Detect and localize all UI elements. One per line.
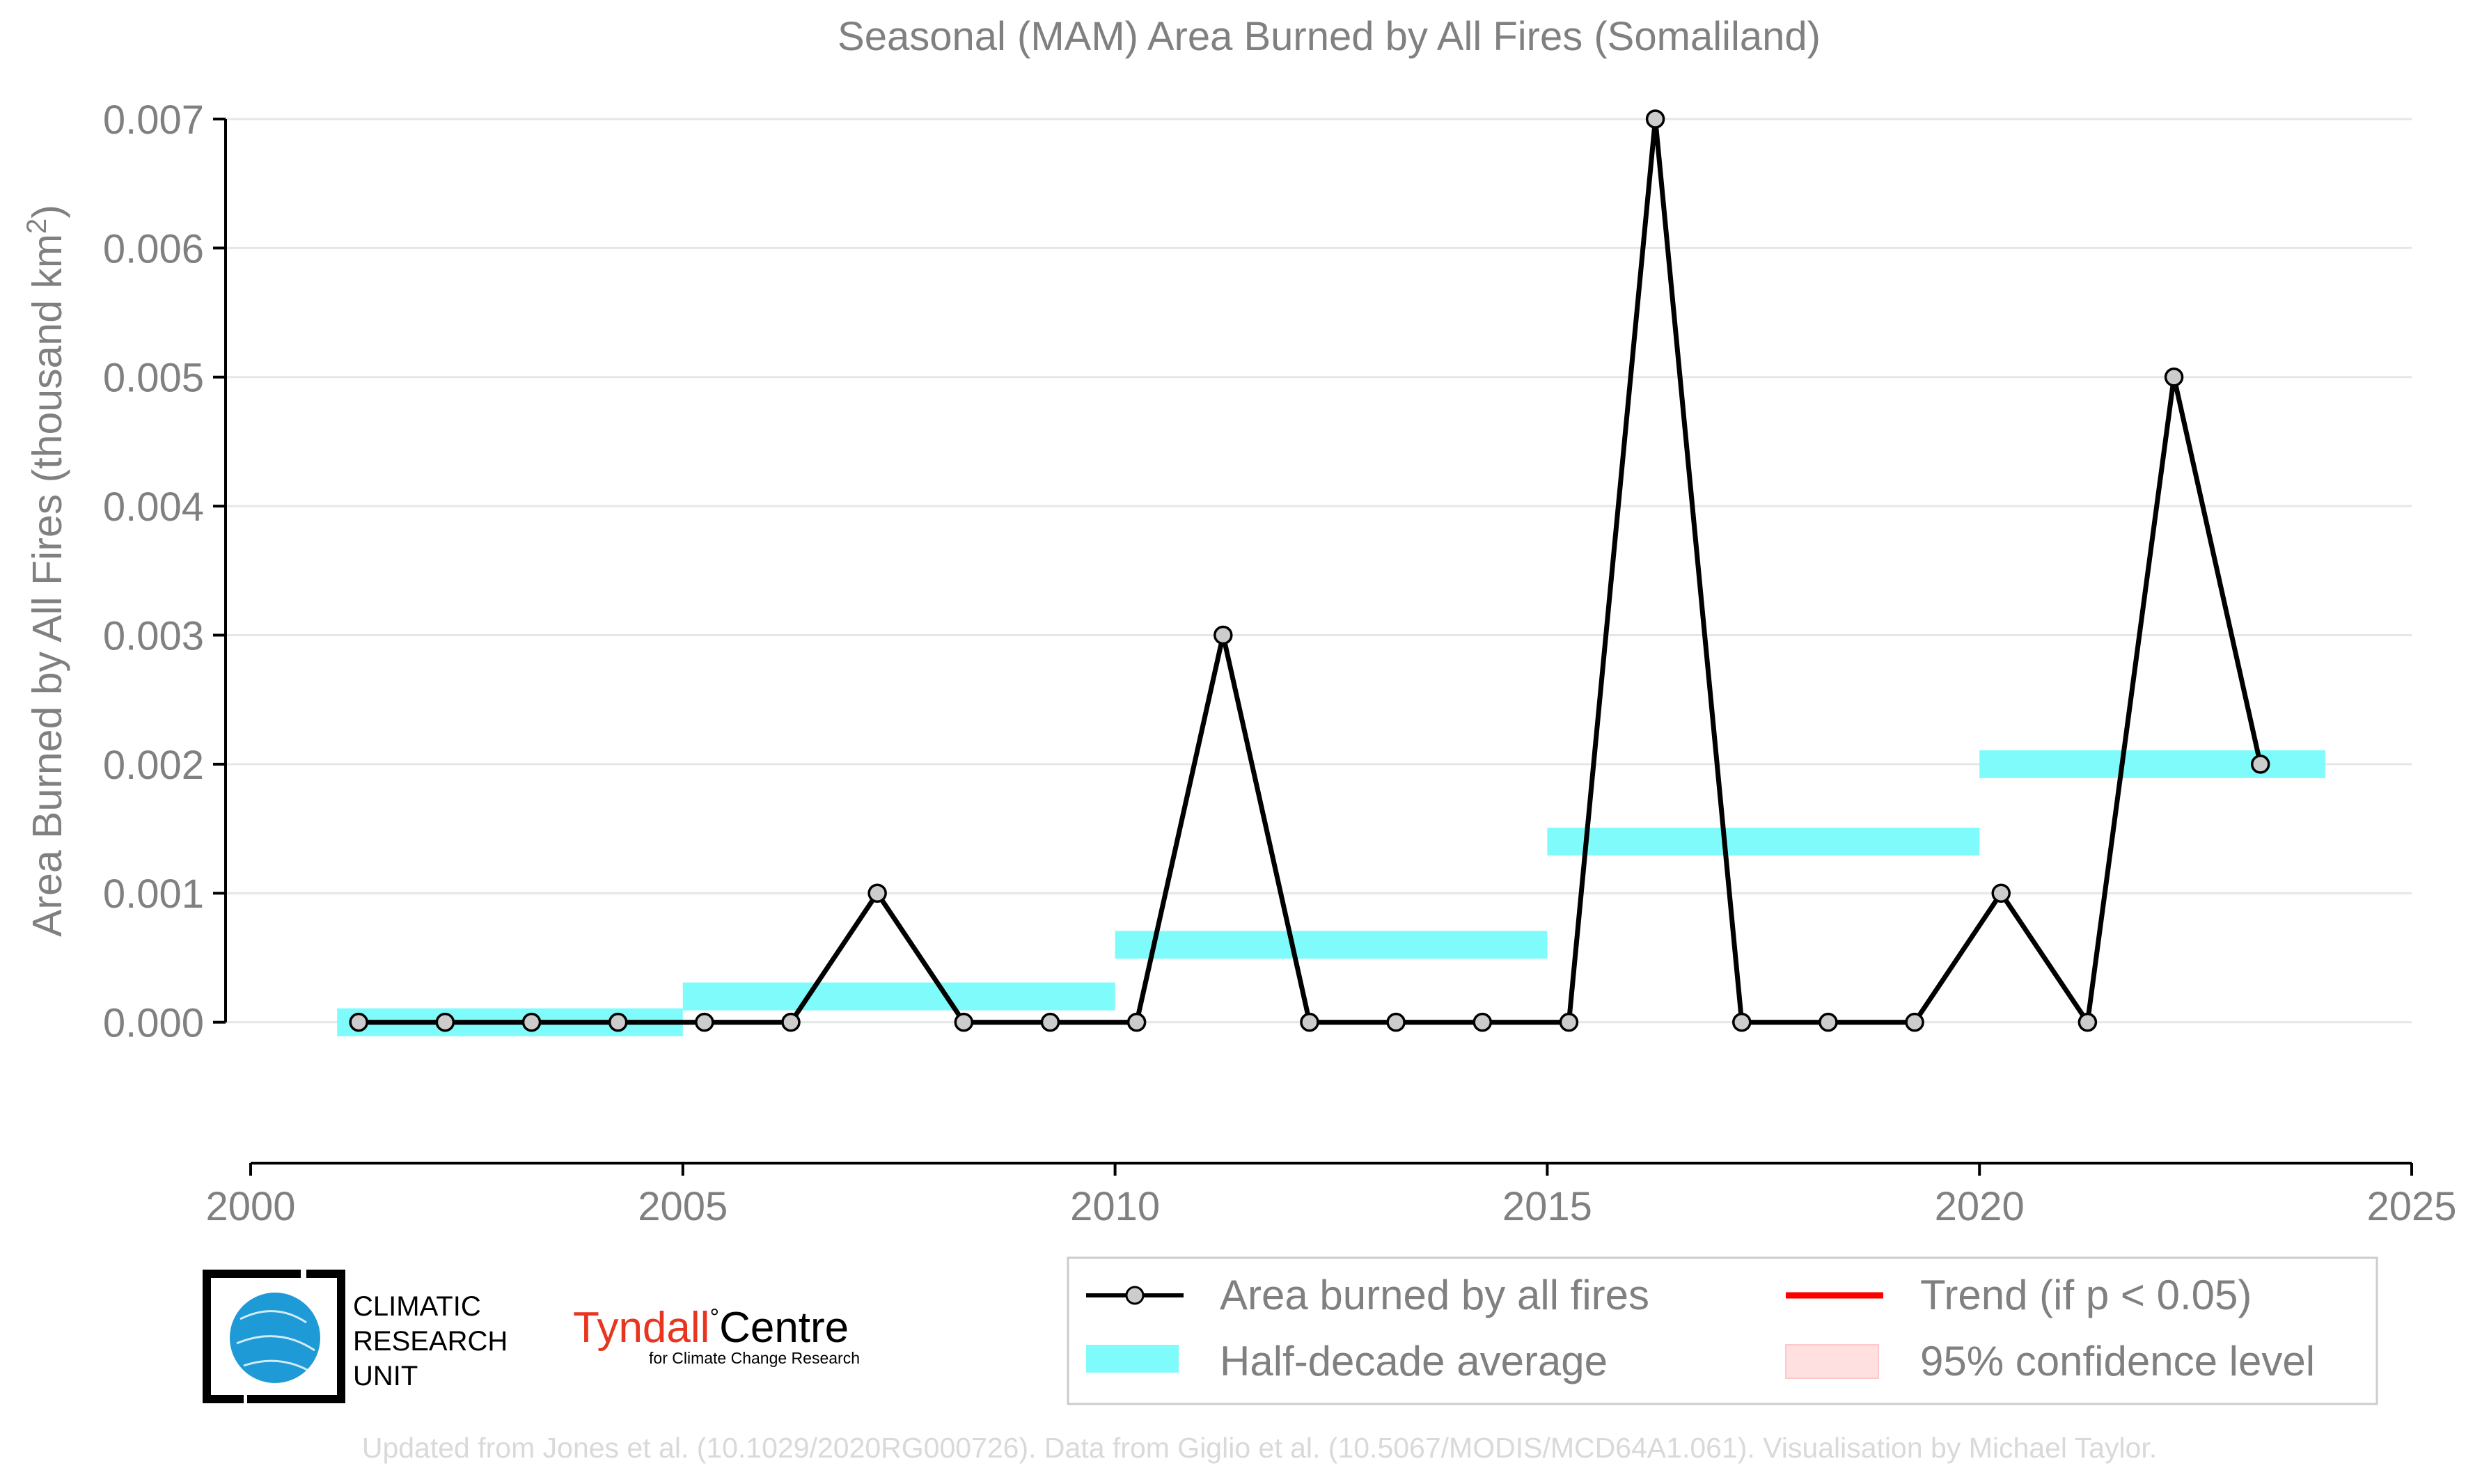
tyndall-degree-icon: °: [709, 1304, 719, 1331]
half-decade-bands: [337, 750, 2325, 1036]
legend-label-confidence: 95% confidence level: [1920, 1338, 2315, 1384]
cru-globe-swirl: [236, 1310, 315, 1373]
y-axis-label-main: Area Burned by All Fires (thousand km: [24, 234, 70, 937]
tyndall-centre: Centre: [719, 1304, 849, 1352]
series-area-burned: [349, 109, 2270, 1032]
y-tick-labels: 0.000 0.001 0.002 0.003 0.004 0.005 0.006 0.007: [103, 97, 204, 1046]
data-point-2001: [349, 1012, 368, 1032]
data-point-2003: [521, 1012, 542, 1032]
y-tick-label-5: 0.005: [103, 356, 204, 401]
legend-marker-swatch: [1125, 1286, 1145, 1305]
y-tick-label-2: 0.002: [103, 743, 204, 788]
gridlines: [226, 118, 2412, 1024]
axes: [213, 118, 2413, 1176]
data-point-2012: [1300, 1012, 1319, 1032]
tyndall-subtitle: for Climate Change Research: [649, 1349, 860, 1367]
data-point-2010: [1126, 1012, 1147, 1032]
y-tick-label-4: 0.004: [103, 484, 204, 530]
data-point-2005: [695, 1012, 714, 1032]
cru-logo: CLIMATIC RESEARCH UNIT: [203, 1270, 508, 1403]
y-tick-label-3: 0.003: [103, 613, 204, 658]
cru-logo-bracket-left: [203, 1270, 301, 1403]
data-point-2020: [1991, 883, 2011, 903]
y-axis-label-superscript: 2: [22, 219, 52, 234]
data-point-2006: [781, 1012, 801, 1032]
legend: Area burned by all fires Trend (if p < 0…: [1067, 1256, 2378, 1405]
cru-logo-bracket-right: [247, 1270, 345, 1403]
y-tick-label-7: 0.007: [103, 97, 204, 143]
y-tick-label-6: 0.006: [103, 226, 204, 271]
legend-label-trend: Trend (if p < 0.05): [1920, 1272, 2252, 1318]
legend-confidence-swatch: [1785, 1344, 1879, 1379]
x-tick-labels: 2000 2005 2010 2015 2020 2025: [205, 1184, 2456, 1229]
y-tick-label-1: 0.001: [103, 871, 204, 917]
series-line: [359, 116, 2263, 1025]
tyndall-logo: Tyndall°Centre for Climate Change Resear…: [573, 1304, 860, 1367]
y-axis-label-close: ): [24, 205, 70, 219]
y-axis-label: Area Burned by All Fires (thousand km2): [22, 205, 70, 937]
data-point-2021: [2078, 1012, 2098, 1032]
half-decade-bar-4: [1979, 750, 2325, 778]
credit-text: Updated from Jones et al. (10.1029/2020R…: [362, 1432, 2157, 1464]
tyndall-logo-wordmark: Tyndall°Centre: [573, 1304, 849, 1352]
x-tick-label-1: 2005: [638, 1184, 728, 1229]
x-tick-label-3: 2015: [1502, 1184, 1592, 1229]
tyndall-name: Tyndall: [573, 1304, 709, 1352]
data-point-2015: [1559, 1012, 1579, 1032]
data-point-2014: [1472, 1012, 1493, 1032]
data-point-2013: [1386, 1012, 1406, 1032]
half-decade-bar-2: [1115, 931, 1548, 959]
data-point-2022: [2164, 367, 2184, 387]
data-point-2017: [1732, 1012, 1752, 1032]
legend-label-half-decade: Half-decade average: [1220, 1338, 1608, 1384]
y-tick-label-0: 0.000: [103, 1001, 204, 1046]
x-tick-label-2: 2010: [1070, 1184, 1160, 1229]
data-point-2018: [1819, 1012, 1838, 1032]
data-point-2019: [1905, 1012, 1924, 1032]
data-point-2023: [2250, 755, 2270, 774]
cru-globe-icon: [230, 1293, 320, 1383]
data-point-2002: [435, 1012, 455, 1032]
cru-logo-text-2: RESEARCH: [353, 1326, 508, 1357]
x-tick-label-5: 2025: [2366, 1184, 2456, 1229]
half-decade-bar-3: [1547, 828, 1980, 856]
legend-label-area-burned: Area burned by all fires: [1220, 1272, 1649, 1318]
data-point-2016: [1645, 109, 1665, 129]
data-point-2008: [954, 1012, 974, 1032]
legend-box: [1067, 1256, 2378, 1405]
data-point-2011: [1213, 625, 1233, 645]
cru-logo-text-1: CLIMATIC: [353, 1291, 481, 1322]
chart-title: Seasonal (MAM) Area Burned by All Fires …: [838, 14, 1821, 59]
half-decade-bar-1: [682, 982, 1115, 1011]
cru-logo-text-3: UNIT: [353, 1361, 418, 1391]
x-tick-label-4: 2020: [1935, 1184, 2025, 1229]
data-point-2007: [867, 883, 887, 903]
data-point-2004: [608, 1012, 628, 1032]
data-point-2009: [1040, 1012, 1060, 1032]
x-tick-label-0: 2000: [205, 1184, 295, 1229]
legend-half-decade-swatch: [1086, 1345, 1179, 1373]
